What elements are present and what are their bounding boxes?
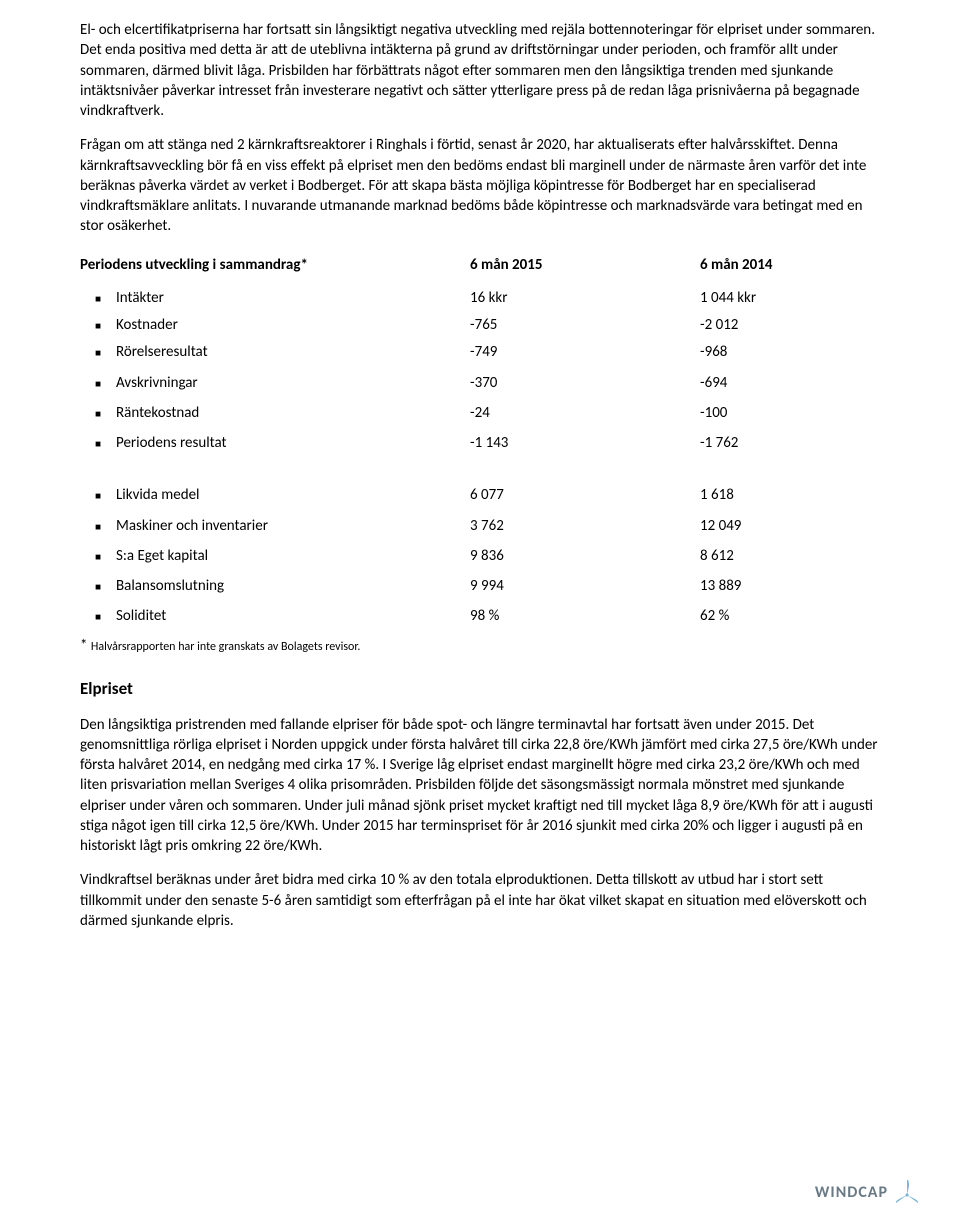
row-col2: 13 889 [700, 576, 880, 596]
wind-blade-icon [894, 1178, 920, 1208]
windcap-logo: WINDCAP [815, 1178, 920, 1208]
table-row: ■ Likvida medel 6 077 1 618 [80, 480, 880, 510]
table-row: ■ Intäkter 16 kkr 1 044 kkr [80, 283, 880, 313]
row-col2: 8 612 [700, 546, 880, 566]
row-col2: -100 [700, 403, 880, 423]
paragraph-2: Frågan om att stänga ned 2 kärnkraftsrea… [80, 135, 880, 236]
bullet-icon: ■ [80, 435, 116, 453]
row-label: Periodens resultat [116, 433, 470, 453]
table-row: ■ Kostnader -765 -2 012 [80, 313, 880, 337]
table-footnote: * Halvårsrapporten har inte granskats av… [80, 636, 880, 656]
bullet-icon: ■ [80, 548, 116, 566]
bullet-icon: ■ [80, 405, 116, 423]
bullet-icon: ■ [80, 608, 116, 626]
row-col2: -968 [700, 342, 880, 362]
row-col2: 1 618 [700, 485, 880, 505]
bullet-icon: ■ [80, 578, 116, 596]
table-header-label: Periodens utveckling i sammandrag* [80, 255, 470, 275]
summary-table: Periodens utveckling i sammandrag* 6 mån… [80, 255, 880, 656]
table-row: ■ S:a Eget kapital 9 836 8 612 [80, 541, 880, 571]
bullet-icon: ■ [80, 375, 116, 393]
table-header-row: Periodens utveckling i sammandrag* 6 mån… [80, 255, 880, 275]
table-header-col2: 6 mån 2014 [700, 255, 880, 275]
row-col2: 62 % [700, 606, 880, 626]
table-row: ■ Räntekostnad -24 -100 [80, 398, 880, 428]
table-row: ■ Soliditet 98 % 62 % [80, 601, 880, 631]
table-section-1: ■ Intäkter 16 kkr 1 044 kkr ■ Kostnader … [80, 283, 880, 459]
table-header-col1: 6 mån 2015 [470, 255, 700, 275]
row-label: Likvida medel [116, 485, 470, 505]
row-col1: -370 [470, 373, 700, 393]
footnote-text: Halvårsrapporten har inte granskats av B… [91, 640, 361, 654]
paragraph-4: Vindkraftsel beräknas under året bidra m… [80, 870, 880, 931]
bullet-icon: ■ [80, 518, 116, 536]
row-label: Intäkter [116, 288, 470, 308]
row-label: Maskiner och inventarier [116, 516, 470, 536]
row-col2: 12 049 [700, 516, 880, 536]
row-col1: 16 kkr [470, 288, 700, 308]
row-col1: -24 [470, 403, 700, 423]
bullet-icon: ■ [80, 290, 116, 308]
row-col1: -765 [470, 315, 700, 335]
bullet-icon: ■ [80, 344, 116, 362]
table-section-2: ■ Likvida medel 6 077 1 618 ■ Maskiner o… [80, 480, 880, 631]
table-row: ■ Periodens resultat -1 143 -1 762 [80, 428, 880, 458]
row-col1: -749 [470, 342, 700, 362]
row-col2: -2 012 [700, 315, 880, 335]
row-label: Kostnader [116, 315, 470, 335]
table-row: ■ Maskiner och inventarier 3 762 12 049 [80, 511, 880, 541]
row-label: Rörelseresultat [116, 342, 470, 362]
table-row: ■ Rörelseresultat -749 -968 [80, 337, 880, 367]
logo-text: WINDCAP [815, 1182, 888, 1204]
row-col2: 1 044 kkr [700, 288, 880, 308]
bullet-icon: ■ [80, 317, 116, 335]
row-label: Räntekostnad [116, 403, 470, 423]
table-row: ■ Balansomslutning 9 994 13 889 [80, 571, 880, 601]
section-heading-elpriset: Elpriset [80, 678, 880, 701]
row-label: S:a Eget kapital [116, 546, 470, 566]
row-col1: 9 836 [470, 546, 700, 566]
row-label: Balansomslutning [116, 576, 470, 596]
paragraph-1: El- och elcertifikatpriserna har fortsat… [80, 20, 880, 121]
bullet-icon: ■ [80, 487, 116, 505]
paragraph-3: Den långsiktiga pristrenden med fallande… [80, 715, 880, 857]
table-row: ■ Avskrivningar -370 -694 [80, 368, 880, 398]
row-col1: 6 077 [470, 485, 700, 505]
row-col1: 98 % [470, 606, 700, 626]
row-label: Soliditet [116, 606, 470, 626]
row-col1: 3 762 [470, 516, 700, 536]
row-col1: 9 994 [470, 576, 700, 596]
row-col2: -1 762 [700, 433, 880, 453]
row-label: Avskrivningar [116, 373, 470, 393]
row-col1: -1 143 [470, 433, 700, 453]
row-col2: -694 [700, 373, 880, 393]
